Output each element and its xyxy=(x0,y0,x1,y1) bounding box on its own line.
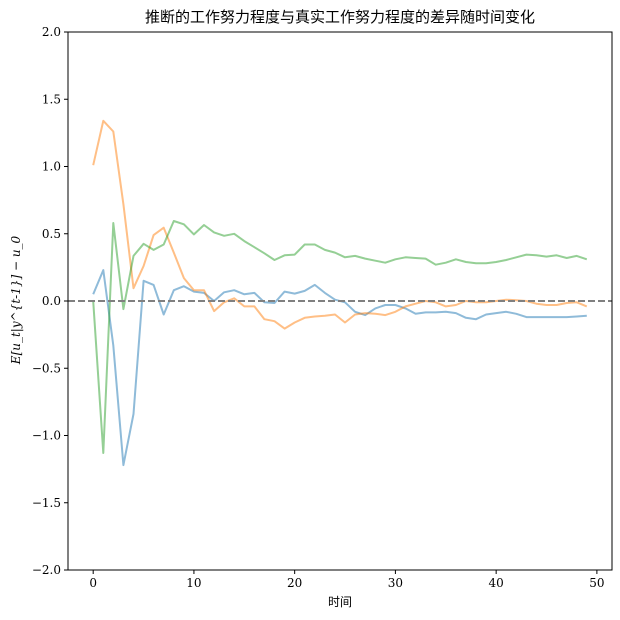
y-axis: −2.0 −1.5 −1.0 −0.5 0.0 0.5 1.0 1.5 2.0 xyxy=(32,25,68,577)
x-axis-label: 时间 xyxy=(328,595,352,609)
x-tick-label: 40 xyxy=(489,576,504,590)
x-axis: 0 10 20 30 40 50 xyxy=(89,570,605,590)
y-tick-label: −1.5 xyxy=(32,496,61,510)
y-tick-label: 0.0 xyxy=(42,294,61,308)
y-tick-label: −2.0 xyxy=(32,563,61,577)
x-tick-label: 20 xyxy=(287,576,302,590)
y-tick-label: −1.0 xyxy=(32,429,61,443)
x-tick-label: 10 xyxy=(186,576,201,590)
x-tick-label: 30 xyxy=(388,576,403,590)
y-axis-label: E[u_t|y^{t-1}] − u_0 xyxy=(9,235,23,365)
series-line-3 xyxy=(92,220,588,454)
y-tick-label: 1.5 xyxy=(42,92,61,106)
y-tick-label: 2.0 xyxy=(42,25,61,39)
y-tick-label: 0.5 xyxy=(42,227,61,241)
x-tick-label: 0 xyxy=(89,576,97,590)
chart-title: 推断的工作努力程度与真实工作努力程度的差异随时间变化 xyxy=(145,8,535,26)
plot-area xyxy=(68,119,612,467)
series-line-2 xyxy=(92,119,588,330)
y-tick-label: −0.5 xyxy=(32,361,61,375)
y-tick-label: 1.0 xyxy=(42,160,61,174)
x-tick-label: 50 xyxy=(589,576,604,590)
